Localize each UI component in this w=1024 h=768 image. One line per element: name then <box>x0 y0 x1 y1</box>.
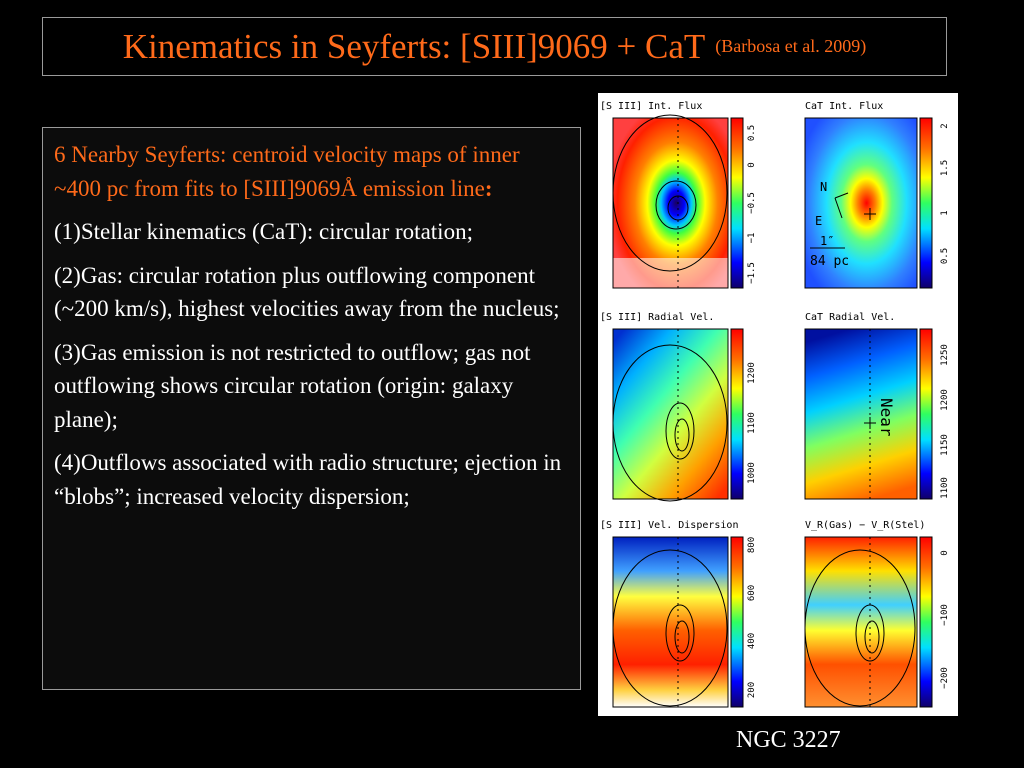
panel-cat-flux: CaT Int. Flux N E 1″ 84 pc 2 1.5 1 0.5 <box>804 101 950 289</box>
panel-label-cat-flux: CaT Int. Flux <box>805 101 883 112</box>
near-side-label: Near <box>877 398 896 437</box>
panel-label-siii-vel-dispersion: [S III] Vel. Dispersion <box>600 520 738 531</box>
intro-colon: : <box>484 175 493 201</box>
kinematics-figure: [S III] Int. Flux 0.5 0 −0.5 −1 −1.5 CaT… <box>598 93 958 716</box>
tick-label: 0 <box>747 162 757 167</box>
tick-label: 1150 <box>940 434 950 456</box>
slide-title: Kinematics in Seyferts: [SIII]9069 + CaT <box>122 26 706 66</box>
figure-caption: NGC 3227 <box>736 727 841 753</box>
slide-title-box: Kinematics in Seyferts: [SIII]9069 + CaT… <box>42 17 947 76</box>
intro-paragraph: 6 Nearby Seyferts: centroid velocity map… <box>54 138 570 205</box>
tick-label: 1100 <box>940 477 950 499</box>
panel-siii-vel-dispersion: [S III] Vel. Dispersion 800 600 400 200 <box>600 520 757 708</box>
tick-label: −1.5 <box>747 262 757 284</box>
point-2: (2)Gas: circular rotation plus outflowin… <box>54 262 560 322</box>
scale-pc: 84 pc <box>810 254 849 269</box>
tick-label: 600 <box>747 585 757 601</box>
map-velocity-difference <box>805 537 917 707</box>
tick-label: 400 <box>747 633 757 649</box>
map-cat-flux <box>805 118 917 288</box>
tick-label: 2 <box>940 123 950 128</box>
scale-arcsec: 1″ <box>820 234 834 248</box>
figure-svg: [S III] Int. Flux 0.5 0 −0.5 −1 −1.5 CaT… <box>600 101 950 708</box>
compass-e: E <box>815 214 822 228</box>
map-siii-vel-dispersion <box>613 537 728 707</box>
intro-text: 6 Nearby Seyferts: centroid velocity map… <box>54 142 520 201</box>
tick-label: −100 <box>940 604 950 626</box>
tick-label: 1.5 <box>940 160 950 176</box>
panel-label-siii-flux: [S III] Int. Flux <box>600 101 702 112</box>
tick-label: 200 <box>747 682 757 698</box>
panel-label-cat-radial-vel: CaT Radial Vel. <box>805 312 895 323</box>
panel-velocity-difference: V_R(Gas) − V_R(Stel) 0 −100 −200 <box>804 520 950 708</box>
point-4: (4)Outflows associated with radio struct… <box>54 450 562 509</box>
tick-label: 1000 <box>747 462 757 484</box>
tick-label: 0.5 <box>747 125 757 141</box>
tick-label: 800 <box>747 537 757 553</box>
tick-label: −1 <box>747 233 757 244</box>
panel-label-velocity-difference: V_R(Gas) − V_R(Stel) <box>805 520 925 531</box>
tick-label: 1 <box>940 210 950 215</box>
tick-label: 1200 <box>940 389 950 411</box>
tick-label: 0 <box>940 550 950 555</box>
point-3: (3)Gas emission is not restricted to out… <box>54 339 531 432</box>
tick-label: 0.5 <box>940 248 950 264</box>
tick-label: 1100 <box>747 412 757 434</box>
text-content-box: 6 Nearby Seyferts: centroid velocity map… <box>42 127 581 690</box>
tick-label: 1200 <box>747 362 757 384</box>
panel-siii-flux: [S III] Int. Flux 0.5 0 −0.5 −1 −1.5 <box>600 101 757 289</box>
panel-siii-radial-vel: [S III] Radial Vel. 1200 1100 1000 <box>600 312 757 502</box>
compass-n: N <box>820 180 827 194</box>
map-cat-radial-vel <box>805 329 917 499</box>
tick-label: −200 <box>940 667 950 689</box>
title-citation: (Barbosa et al. 2009) <box>715 36 867 56</box>
panel-label-siii-radial-vel: [S III] Radial Vel. <box>600 312 714 323</box>
point-1: (1)Stellar kinematics (CaT): circular ro… <box>54 219 473 244</box>
map-siii-radial-vel <box>613 329 728 499</box>
panel-cat-radial-vel: CaT Radial Vel. Near 1250 1200 1150 1100 <box>804 312 950 500</box>
tick-label: 1250 <box>940 344 950 366</box>
tick-label: −0.5 <box>747 192 757 214</box>
